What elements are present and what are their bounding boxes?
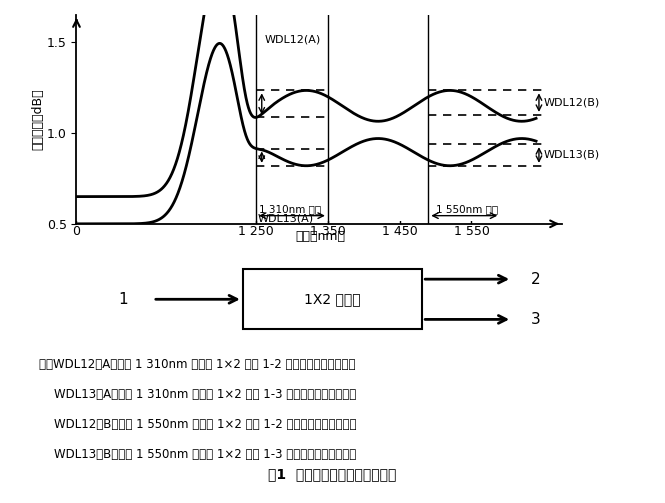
Text: 1 550: 1 550: [454, 225, 489, 238]
Text: 1: 1: [118, 292, 128, 307]
Text: 1 550nm 窗口: 1 550nm 窗口: [436, 204, 497, 214]
Text: 注：WDL12（A）表示 1 310nm 窗口中 1×2 开关 1-2 通道的波长相关损耗；: 注：WDL12（A）表示 1 310nm 窗口中 1×2 开关 1-2 通道的波…: [39, 359, 355, 372]
Text: 2: 2: [531, 272, 541, 287]
Text: 1 450: 1 450: [382, 225, 418, 238]
Text: 图1  光开关波长相关损耗示意图: 图1 光开关波长相关损耗示意图: [268, 468, 397, 482]
Text: WDL13(A): WDL13(A): [257, 213, 314, 223]
Text: 1 310nm 窗口: 1 310nm 窗口: [259, 204, 321, 214]
Y-axis label: 插入损耗（dB）: 插入损耗（dB）: [31, 89, 44, 150]
Text: 3: 3: [531, 312, 541, 327]
Text: WDL13（B）表示 1 550nm 窗口中 1×2 开关 1-3 通道的波长相关损耗。: WDL13（B）表示 1 550nm 窗口中 1×2 开关 1-3 通道的波长相…: [39, 448, 356, 461]
Text: WDL13（A）表示 1 310nm 窗口中 1×2 开关 1-3 通道的波长相关损耗；: WDL13（A）表示 1 310nm 窗口中 1×2 开关 1-3 通道的波长相…: [39, 388, 356, 401]
Text: WDL13(B): WDL13(B): [543, 150, 599, 160]
Text: 1X2 光开关: 1X2 光开关: [304, 292, 361, 306]
Text: 0: 0: [72, 225, 80, 238]
Text: 1 350: 1 350: [310, 225, 346, 238]
Bar: [243, 269, 422, 329]
Text: 波长（nm）: 波长（nm）: [296, 230, 346, 243]
Text: WDL12（B）表示 1 550nm 窗口中 1×2 开关 1-2 通道的波长相关损耗；: WDL12（B）表示 1 550nm 窗口中 1×2 开关 1-2 通道的波长相…: [39, 418, 356, 431]
Text: 1 250: 1 250: [238, 225, 274, 238]
Text: WDL12(B): WDL12(B): [543, 98, 600, 108]
Text: WDL12(A): WDL12(A): [265, 34, 321, 44]
